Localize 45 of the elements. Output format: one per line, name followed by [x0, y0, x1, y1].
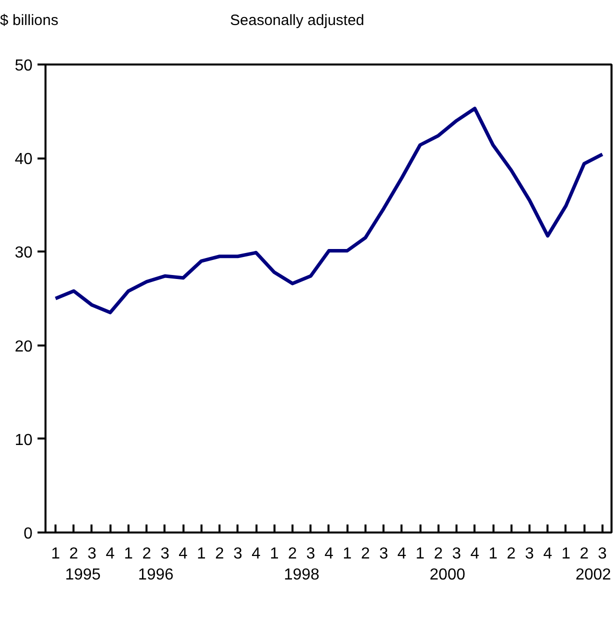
text: 1996 [138, 566, 174, 584]
x-tick-label: 1 [51, 546, 60, 562]
x-tick-label: 1 [196, 546, 206, 562]
x-tick-label: 1 [270, 546, 279, 562]
x-tick-label: 1 [416, 546, 425, 562]
y-tick-label: 40 [14, 151, 33, 168]
y-tick-label: 0 [24, 526, 33, 542]
x-tick-label: 1 [488, 546, 498, 562]
text: 1998 [284, 566, 320, 584]
x-tick-label: 2 [434, 546, 443, 562]
text: 2002 [575, 566, 612, 584]
x-tick-label: 3 [160, 546, 170, 562]
x-tick-label: 2 [360, 546, 370, 562]
x-tick-label: 3 [452, 546, 462, 562]
y-tick-label: 10 [14, 432, 33, 449]
x-tick-label: 1 [561, 546, 570, 562]
x-tick-label: 3 [88, 546, 97, 562]
x-tick-label: 2 [69, 546, 78, 562]
chart-subtitle: Seasonally adjusted [230, 11, 364, 31]
x-tick-label: 4 [470, 546, 480, 562]
x-tick-label: 4 [397, 546, 406, 562]
x-tick-label: 3 [233, 546, 242, 562]
x-tick-label: 2 [580, 546, 589, 562]
x-tick-label: 4 [106, 546, 115, 562]
x-tick-label: 3 [525, 546, 534, 562]
y-tick-label: 50 [14, 58, 33, 74]
text: 2000 [430, 566, 466, 584]
text: 1995 [65, 566, 101, 584]
line-series [54, 106, 604, 314]
x-tick-label: 2 [506, 546, 516, 562]
x-tick-label: 3 [379, 546, 388, 562]
y-tick-label: 30 [14, 244, 33, 262]
x-tick-label: 3 [306, 546, 316, 562]
x-tick-label: 4 [543, 546, 552, 562]
x-tick-label: 2 [215, 546, 224, 562]
x-tick-label: 3 [598, 546, 607, 562]
x-tick-label: 1 [342, 546, 352, 562]
x-tick-label: 4 [324, 546, 334, 562]
x-tick-label: 2 [288, 546, 298, 562]
y-axis-title: $ billions [0, 11, 58, 31]
x-tick-label: 4 [252, 546, 261, 562]
x-tick-label: 1 [124, 546, 133, 562]
x-tick-label: 2 [142, 546, 152, 562]
x-tick-label: 4 [178, 546, 188, 562]
y-tick-label: 20 [14, 338, 33, 356]
